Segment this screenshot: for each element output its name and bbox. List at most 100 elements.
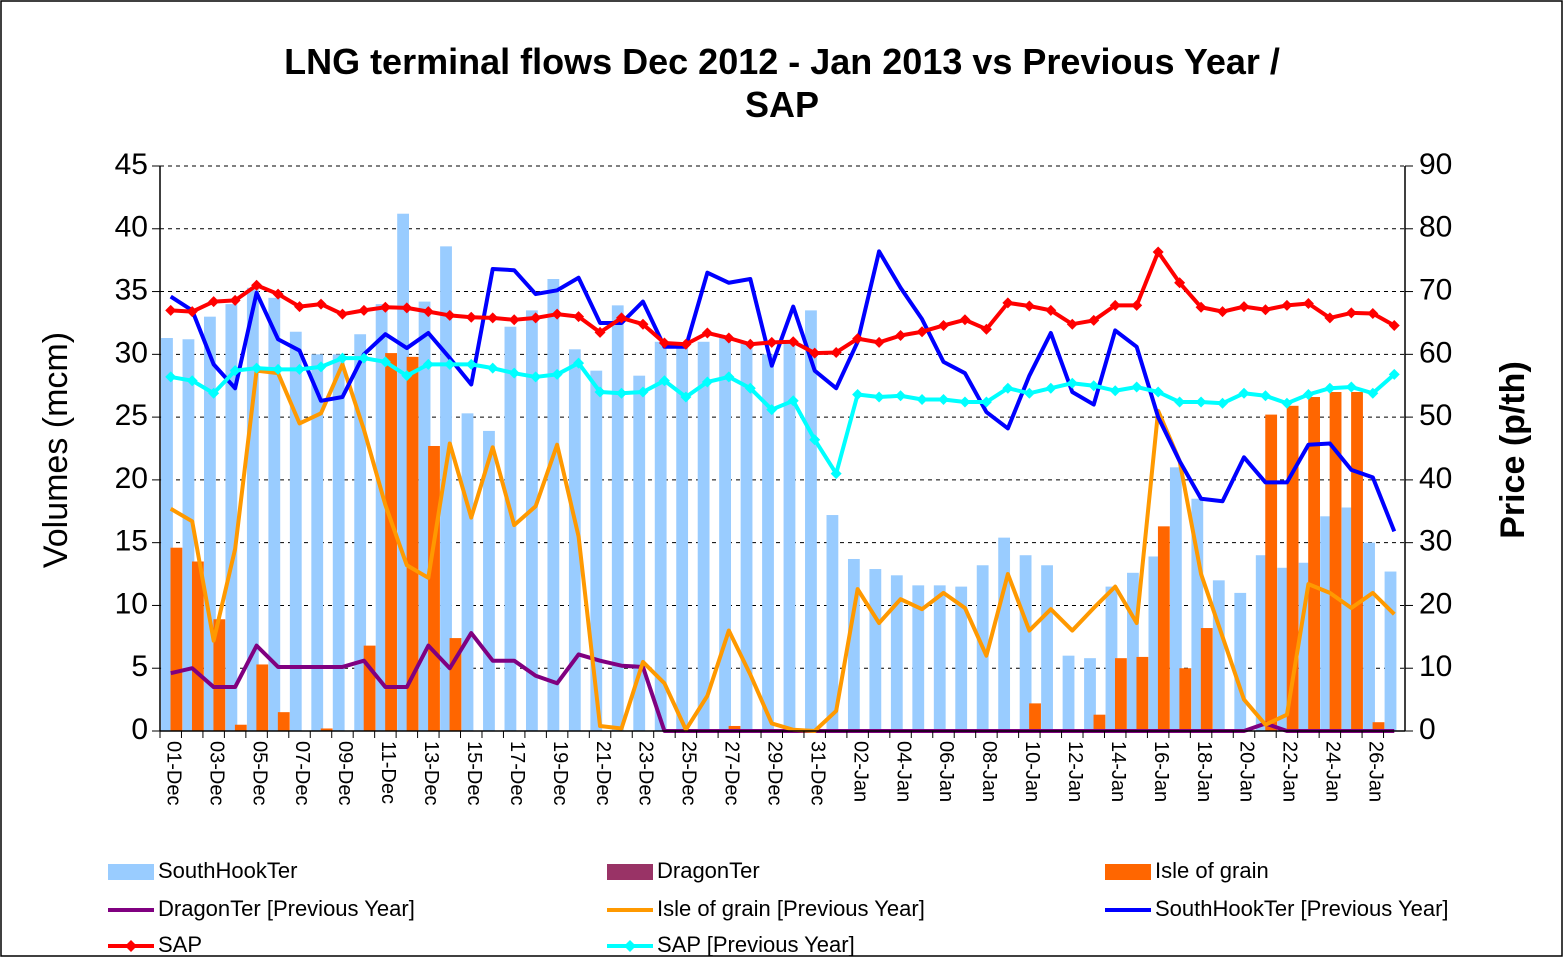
line-marker xyxy=(251,279,263,291)
line-marker xyxy=(1023,387,1035,399)
x-tick-label: 10-Jan xyxy=(1021,741,1043,802)
line-marker xyxy=(401,302,413,314)
line-marker xyxy=(787,395,799,407)
bar xyxy=(1157,526,1170,731)
bar xyxy=(1105,586,1118,731)
x-tick-label: 15-Dec xyxy=(463,741,485,805)
line-marker xyxy=(1131,381,1143,393)
bar xyxy=(277,712,290,731)
line-marker xyxy=(787,336,799,348)
line-marker xyxy=(1002,382,1014,394)
line-marker xyxy=(1302,389,1314,401)
x-tick-label: 20-Jan xyxy=(1236,741,1258,802)
y-tick-label: 40 xyxy=(115,211,148,244)
bar xyxy=(1148,556,1161,731)
bar xyxy=(1298,562,1311,731)
x-tick-label: 04-Jan xyxy=(892,741,914,802)
y2-tick-label: 50 xyxy=(1419,399,1452,432)
line-series xyxy=(169,362,1396,733)
bar xyxy=(1127,572,1139,731)
line-marker xyxy=(465,311,477,323)
bar xyxy=(1191,498,1204,731)
line-marker xyxy=(358,304,370,316)
line-marker xyxy=(422,358,434,370)
bar xyxy=(1169,467,1182,731)
line-marker xyxy=(1152,386,1164,398)
bar xyxy=(1136,656,1149,731)
line-marker xyxy=(379,356,391,368)
line-marker xyxy=(272,363,284,375)
x-tick-label: 08-Jan xyxy=(978,741,1000,802)
line-marker xyxy=(744,338,756,350)
line-marker xyxy=(208,296,220,308)
line-marker xyxy=(680,338,692,350)
line-marker xyxy=(1217,306,1229,318)
line-marker xyxy=(444,358,456,370)
bar xyxy=(1255,555,1268,731)
line-marker xyxy=(508,367,520,379)
line-marker xyxy=(294,301,306,313)
line-marker xyxy=(1281,299,1293,311)
bar xyxy=(397,213,409,731)
bar xyxy=(363,645,376,731)
line-marker xyxy=(830,346,842,358)
bar xyxy=(1372,722,1385,731)
line-marker xyxy=(937,319,949,331)
bar xyxy=(1115,658,1127,731)
legend-label: Isle of grain [Previous Year] xyxy=(657,896,925,921)
line-marker xyxy=(959,396,971,408)
line-marker xyxy=(465,358,477,370)
bar xyxy=(213,619,226,731)
bar xyxy=(406,356,419,731)
line-marker xyxy=(1088,380,1100,392)
line-marker xyxy=(637,386,649,398)
bar xyxy=(728,725,741,731)
y2-tick-label: 10 xyxy=(1419,650,1452,683)
bar xyxy=(375,304,388,731)
line-marker xyxy=(1195,301,1207,313)
bar xyxy=(568,349,581,731)
line-marker xyxy=(294,363,306,375)
bar xyxy=(225,304,238,731)
bar xyxy=(590,370,603,731)
line-marker xyxy=(165,371,177,383)
bar xyxy=(1329,392,1342,731)
bar xyxy=(385,353,397,731)
line-marker xyxy=(1066,318,1078,330)
bar xyxy=(1384,571,1397,731)
line-marker xyxy=(916,326,928,338)
chart-title: LNG terminal flows Dec 2012 - Jan 2013 v… xyxy=(284,41,1280,125)
line-marker xyxy=(723,332,735,344)
x-tick-label: 12-Jan xyxy=(1064,741,1086,802)
line-marker xyxy=(980,396,992,408)
bar xyxy=(204,316,216,731)
line-marker xyxy=(1367,308,1379,320)
line-marker xyxy=(422,306,434,318)
x-tick-label: 17-Dec xyxy=(506,741,528,805)
line-marker xyxy=(916,394,928,406)
bar xyxy=(933,585,946,731)
bar xyxy=(1084,658,1096,731)
line-marker xyxy=(1174,396,1186,408)
line-marker xyxy=(444,309,456,321)
bar xyxy=(311,354,324,731)
bar xyxy=(1179,668,1192,731)
line-marker xyxy=(272,288,284,300)
y2-tick-label: 60 xyxy=(1419,336,1452,369)
line-marker xyxy=(1002,297,1014,309)
line-marker xyxy=(937,394,949,406)
line-marker xyxy=(530,312,542,324)
y-tick-label: 35 xyxy=(115,273,148,306)
line-marker xyxy=(1238,387,1250,399)
line-marker xyxy=(723,371,735,383)
line-marker xyxy=(573,311,585,323)
y2-tick-label: 80 xyxy=(1419,211,1452,244)
bar xyxy=(912,585,925,731)
line-marker xyxy=(895,390,907,402)
y-tick-label: 25 xyxy=(115,399,148,432)
line-marker xyxy=(358,352,370,364)
y-tick-label: 5 xyxy=(131,650,148,683)
